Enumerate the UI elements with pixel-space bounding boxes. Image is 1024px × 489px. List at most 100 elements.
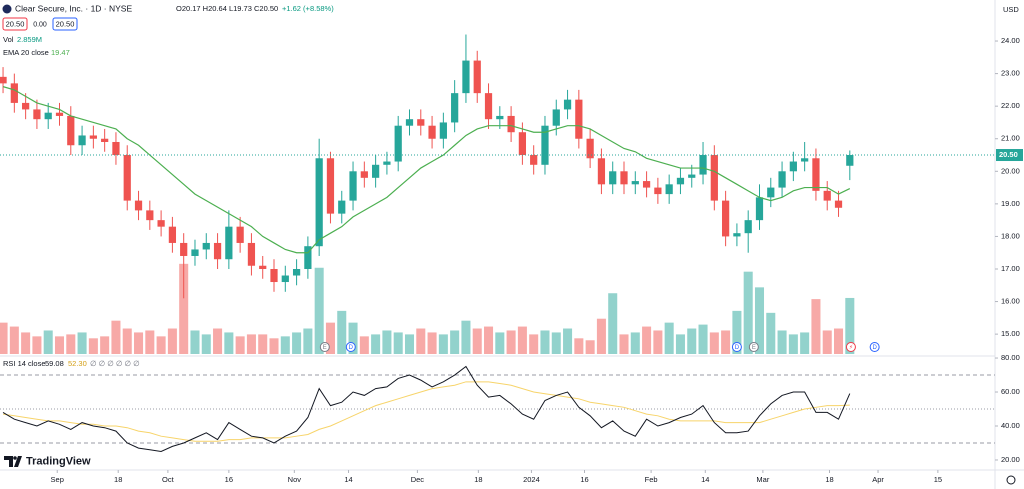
volume-bar	[269, 338, 279, 354]
candle-body	[417, 119, 425, 126]
event-label: D	[349, 345, 354, 351]
candle-body	[123, 155, 131, 201]
volume-bar	[416, 328, 426, 354]
volume-bar	[777, 330, 787, 354]
volume-bar	[21, 332, 31, 354]
candle-body	[507, 115, 515, 133]
candle-body	[349, 171, 357, 201]
candle-body	[846, 155, 854, 166]
volume-bar	[134, 332, 144, 354]
rsi-tick-label: 60.00	[1001, 387, 1020, 396]
y-tick-label: 20.00	[1001, 166, 1020, 175]
candle-body	[620, 171, 628, 185]
event-marker	[345, 342, 356, 352]
candle-body	[688, 174, 696, 178]
volume-bar	[540, 330, 550, 354]
candle-body	[55, 112, 64, 116]
event-label: D	[735, 345, 740, 351]
volume-bar	[743, 271, 753, 354]
x-tick-label: 16	[225, 475, 233, 484]
sell-price[interactable]: 20.50	[6, 19, 25, 28]
volume-bar	[687, 328, 697, 354]
candle-body	[789, 161, 797, 172]
y-tick-label: 19.00	[1001, 199, 1020, 208]
volume-bar	[9, 326, 19, 354]
candle-body	[157, 220, 165, 227]
candle-body	[0, 76, 7, 84]
buy-price[interactable]: 20.50	[56, 19, 75, 28]
candle-body	[304, 246, 312, 270]
volume-bar	[427, 332, 437, 354]
x-tick-label: 14	[701, 475, 709, 484]
volume-bar	[100, 336, 110, 354]
sell-button[interactable]	[2, 17, 28, 31]
volume-bar	[574, 338, 584, 354]
volume-bar	[201, 334, 211, 354]
volume-bar	[213, 328, 223, 354]
volume-bar	[788, 334, 798, 354]
candle-body	[631, 181, 639, 185]
candle-body	[191, 249, 199, 256]
volume-bar	[845, 297, 855, 354]
volume-bar	[43, 330, 53, 354]
volume-bar	[811, 299, 821, 354]
candle-body	[733, 233, 741, 237]
volume-bar	[608, 293, 618, 354]
event-marker	[845, 342, 856, 352]
candle-body	[89, 135, 97, 139]
volume-bar	[145, 330, 155, 354]
candle-body	[755, 197, 764, 221]
candle-body	[225, 226, 233, 260]
volume-value: 2.859M	[17, 35, 42, 44]
candle-body	[315, 158, 323, 247]
event-marker	[869, 342, 880, 352]
volume-bar	[450, 330, 460, 354]
currency: USD	[1003, 5, 1019, 14]
volume-bar	[88, 338, 98, 354]
candle-body	[801, 158, 809, 162]
volume-legend: Vol	[3, 35, 14, 44]
candle-body	[473, 60, 481, 94]
candle-body	[78, 135, 86, 146]
candle-body	[439, 122, 447, 139]
x-tick-label: 18	[114, 475, 122, 484]
candle-body	[213, 242, 222, 260]
volume-bar	[179, 263, 189, 354]
candle-body	[767, 187, 775, 198]
candle-body	[383, 161, 391, 165]
x-tick-label: Sep	[51, 475, 64, 484]
event-label: E	[752, 345, 756, 351]
volume-bar	[246, 334, 256, 354]
volume-bar	[642, 326, 652, 354]
candle-body	[744, 220, 752, 234]
x-tick-label: 18	[825, 475, 833, 484]
last-price-tag	[996, 149, 1023, 162]
rsi-line	[2, 365, 851, 452]
volume-bar	[495, 332, 505, 354]
rsi-tick-label: 40.00	[1001, 421, 1020, 430]
volume-bar	[709, 332, 719, 354]
event-marker	[319, 342, 330, 352]
rsi-legend: RSI 14 close	[3, 359, 46, 368]
candle-body	[236, 226, 244, 243]
buy-button[interactable]	[52, 17, 78, 31]
volume-bar	[382, 330, 392, 354]
volume-bar	[630, 332, 640, 354]
volume-bar	[292, 332, 302, 354]
candle-body	[699, 155, 707, 175]
candle-body	[676, 177, 685, 185]
volume-bar	[32, 336, 42, 354]
x-tick-label: Dec	[411, 475, 425, 484]
volume-bar	[721, 330, 731, 354]
volume-bar	[664, 322, 674, 354]
candle-body	[462, 60, 470, 94]
volume-bar	[393, 332, 403, 354]
candle-body	[451, 93, 459, 123]
symbol-logo	[2, 4, 12, 14]
settings-icon[interactable]	[1006, 475, 1016, 485]
y-tick-label: 18.00	[1001, 231, 1020, 240]
volume-bar	[698, 324, 708, 354]
candle-body	[834, 200, 843, 208]
volume-bar	[404, 334, 415, 354]
candle-body	[710, 155, 718, 201]
